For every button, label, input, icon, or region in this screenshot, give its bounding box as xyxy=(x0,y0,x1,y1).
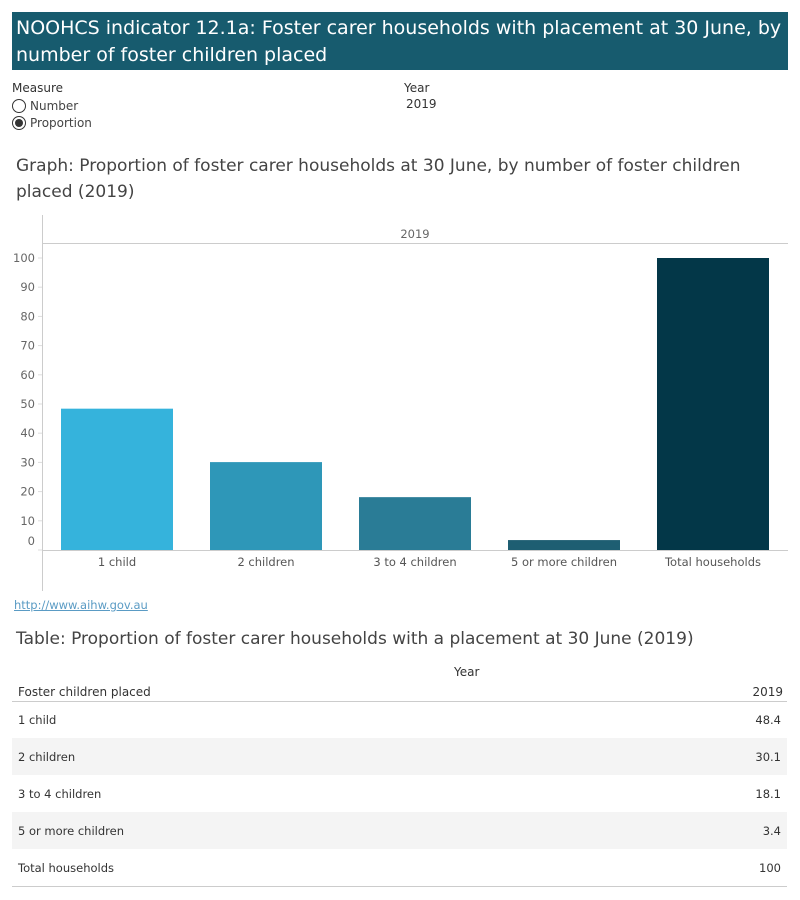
radio-number[interactable]: Number xyxy=(12,97,78,114)
radio-icon xyxy=(12,98,26,113)
x-tick-label: Total households xyxy=(664,555,761,569)
y-tick-label: 80 xyxy=(20,309,35,323)
table-title: Table: Proportion of foster carer househ… xyxy=(16,629,694,649)
row-label: 2 children xyxy=(18,749,76,764)
y-tick-label: 0 xyxy=(28,534,35,548)
radio-selected-icon xyxy=(12,115,26,130)
measure-label: Measure xyxy=(12,81,63,95)
x-tick-label: 3 to 4 children xyxy=(373,555,457,569)
x-tick-label: 2 children xyxy=(237,555,295,569)
row-value: 100 xyxy=(759,860,781,875)
y-tick-label: 60 xyxy=(20,368,35,382)
header-divider xyxy=(12,701,787,702)
row-header: Foster children placed xyxy=(18,685,151,699)
column-header: 2019 xyxy=(752,685,783,699)
row-label: Total households xyxy=(18,860,115,875)
table-row: Total households 100 xyxy=(12,849,787,886)
bar-0[interactable] xyxy=(61,408,173,550)
row-value: 18.1 xyxy=(755,786,781,801)
table-row: 1 child 48.4 xyxy=(12,701,787,738)
row-label: 5 or more children xyxy=(18,823,124,838)
y-tick-label: 90 xyxy=(20,280,35,294)
y-tick-label: 20 xyxy=(20,485,35,499)
page-title: NOOHCS indicator 12.1a: Foster carer hou… xyxy=(12,12,788,70)
graph-title: Graph: Proportion of foster carer househ… xyxy=(16,156,741,202)
source-link[interactable]: http://www.aihw.gov.au xyxy=(14,598,148,612)
bar-4[interactable] xyxy=(657,258,769,550)
bar-chart: 2019 0 10 20 30 40 50 60 70 80 90 100 xyxy=(13,215,788,591)
x-tick-label: 1 child xyxy=(97,555,137,569)
table-bottom-border xyxy=(12,886,787,887)
y-tick-label: 30 xyxy=(20,455,35,469)
x-tick-label: 5 or more children xyxy=(511,555,617,569)
row-label: 3 to 4 children xyxy=(18,786,102,801)
panel-header: 2019 xyxy=(400,227,429,241)
table-row: 5 or more children 3.4 xyxy=(12,812,787,849)
y-tick-label: 100 xyxy=(13,251,35,265)
y-tick-label: 40 xyxy=(20,426,35,440)
table-row: 2 children 30.1 xyxy=(12,738,787,775)
row-value: 48.4 xyxy=(755,712,781,727)
row-label: 1 child xyxy=(18,712,57,727)
bar-2[interactable] xyxy=(359,497,471,550)
row-value: 30.1 xyxy=(755,749,781,764)
bar-1[interactable] xyxy=(210,462,322,550)
bar-3[interactable] xyxy=(508,540,620,550)
radio-label: Proportion xyxy=(30,115,92,130)
y-tick-label: 10 xyxy=(20,514,35,528)
y-tick-label: 50 xyxy=(20,397,35,411)
year-label: Year xyxy=(404,81,430,95)
year-value[interactable]: 2019 xyxy=(406,97,437,111)
radio-proportion[interactable]: Proportion xyxy=(12,114,92,131)
table-row: 3 to 4 children 18.1 xyxy=(12,775,787,812)
row-value: 3.4 xyxy=(762,823,781,838)
y-tick-label: 70 xyxy=(20,339,35,353)
radio-label: Number xyxy=(30,98,79,113)
column-group-header: Year xyxy=(454,665,480,679)
